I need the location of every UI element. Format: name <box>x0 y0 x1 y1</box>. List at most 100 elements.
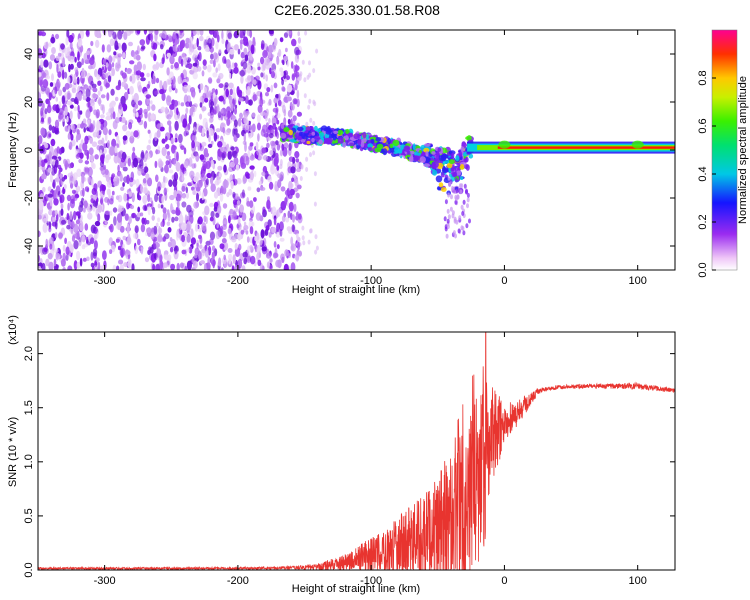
noise-speckle <box>54 119 60 129</box>
noise-speckle <box>199 35 204 42</box>
noise-speckle <box>165 160 170 166</box>
signal-blob <box>441 167 449 173</box>
noise-speckle <box>66 224 71 230</box>
noise-speckle <box>233 119 238 128</box>
snr-series <box>38 332 675 570</box>
noise-speckle <box>286 84 293 93</box>
signal-blob <box>456 194 460 200</box>
noise-speckle <box>295 215 300 221</box>
noise-speckle <box>236 86 240 96</box>
noise-speckle <box>102 250 107 260</box>
noise-speckle <box>145 152 151 160</box>
noise-speckle <box>144 257 150 263</box>
noise-speckle <box>228 64 232 73</box>
noise-speckle <box>275 140 279 146</box>
noise-speckle <box>119 173 123 182</box>
noise-speckle <box>38 160 42 167</box>
noise-speckle <box>215 128 221 133</box>
noise-speckle <box>239 204 245 213</box>
noise-speckle <box>38 214 42 220</box>
signal-blob <box>392 139 400 147</box>
noise-speckle <box>76 61 82 69</box>
noise-speckle <box>264 112 268 122</box>
noise-speckle <box>104 133 108 142</box>
noise-speckle <box>150 100 153 105</box>
signal-blob <box>337 137 344 144</box>
noise-speckle <box>73 260 78 270</box>
noise-speckle <box>130 131 134 139</box>
noise-speckle <box>158 227 163 234</box>
noise-speckle <box>121 42 127 52</box>
noise-speckle <box>53 198 59 206</box>
noise-speckle <box>230 180 234 190</box>
noise-speckle <box>276 143 281 151</box>
y-tick-label: 0.5 <box>23 508 35 523</box>
noise-speckle <box>299 71 303 77</box>
noise-speckle <box>215 88 218 96</box>
noise-speckle <box>183 147 187 155</box>
noise-speckle <box>134 104 139 109</box>
spectrogram-x-axis: -300 -200 -100 0 100 <box>94 30 647 287</box>
y-tick-label: 1.0 <box>23 454 35 469</box>
noise-speckle <box>67 55 72 62</box>
noise-speckle <box>218 72 224 80</box>
noise-speckle <box>246 64 252 74</box>
noise-speckle <box>281 256 285 263</box>
signal-blob <box>326 137 333 144</box>
noise-speckle <box>305 121 309 127</box>
signal-blob <box>305 126 311 132</box>
noise-speckle <box>84 160 90 165</box>
noise-speckle <box>47 193 53 198</box>
noise-speckle <box>220 108 224 114</box>
noise-speckle <box>73 106 78 112</box>
noise-speckle <box>127 233 131 243</box>
signal-blob <box>458 151 463 158</box>
noise-speckle <box>241 212 247 222</box>
noise-speckle <box>140 246 144 255</box>
noise-speckle <box>221 238 227 244</box>
noise-speckle <box>285 47 288 53</box>
noise-speckle <box>68 63 71 73</box>
noise-speckle <box>176 107 179 116</box>
noise-speckle <box>159 126 165 132</box>
noise-speckle <box>266 87 271 93</box>
noise-speckle <box>62 267 66 270</box>
noise-speckle <box>153 238 156 249</box>
noise-speckle <box>184 170 188 176</box>
noise-speckle <box>185 107 189 114</box>
noise-speckle <box>257 66 261 71</box>
colorbar-tick-label: 0.4 <box>697 166 709 181</box>
noise-speckle <box>252 94 258 101</box>
noise-speckle <box>97 213 101 223</box>
noise-speckle <box>174 216 179 222</box>
signal-blob <box>454 177 458 183</box>
noise-speckle <box>61 95 66 105</box>
noise-speckle <box>56 63 59 74</box>
noise-speckle <box>225 129 231 136</box>
noise-speckle <box>121 72 127 79</box>
noise-speckle <box>260 128 266 137</box>
noise-speckle <box>188 246 193 254</box>
noise-speckle <box>77 51 80 61</box>
noise-speckle <box>202 117 208 128</box>
noise-speckle <box>129 75 133 82</box>
noise-speckle <box>272 123 277 130</box>
noise-speckle <box>246 85 251 96</box>
noise-speckle <box>47 167 53 173</box>
signal-blob <box>389 143 394 149</box>
signal-blob <box>423 147 430 153</box>
noise-speckle <box>115 238 120 243</box>
noise-speckle <box>234 247 241 257</box>
signal-blob <box>445 233 449 239</box>
noise-speckle <box>38 135 42 144</box>
signal-blob <box>448 159 455 165</box>
noise-speckle <box>213 173 217 178</box>
noise-speckle <box>228 96 233 105</box>
noise-speckle <box>66 115 69 123</box>
y-tick-label: 2.0 <box>23 346 35 361</box>
x-tick-label: 0 <box>501 275 507 287</box>
noise-speckle <box>120 95 126 106</box>
signal-blob <box>316 128 321 133</box>
noise-speckle <box>157 233 163 242</box>
noise-speckle <box>229 48 235 55</box>
